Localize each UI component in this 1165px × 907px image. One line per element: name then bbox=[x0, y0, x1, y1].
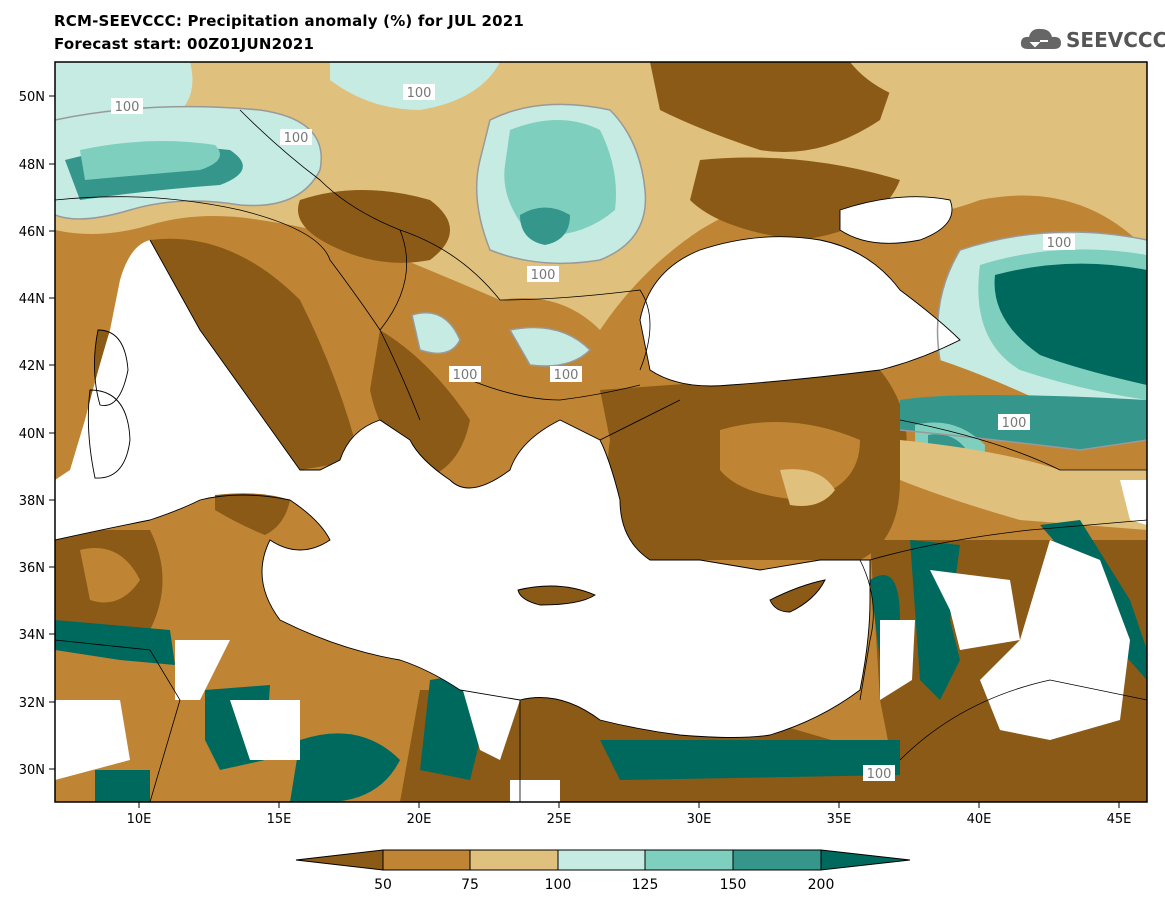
map-frame bbox=[54, 61, 1148, 803]
lat-tick-label: 36N bbox=[19, 561, 45, 576]
lon-tick-label: 20E bbox=[407, 812, 432, 827]
lat-tick-label: 32N bbox=[19, 696, 45, 711]
map-plot-area bbox=[55, 62, 1147, 802]
contour-value-labels: 100 100 100 100 100 100 100 100 100 bbox=[111, 84, 1075, 782]
lon-tick-label: 45E bbox=[1107, 812, 1132, 827]
forecast-start-label: Forecast start: 00Z01JUN2021 bbox=[54, 35, 315, 53]
lon-tick-label: 30E bbox=[687, 812, 712, 827]
colorbar-segment-150-200 bbox=[732, 849, 822, 871]
colorbar-label: 50 bbox=[374, 877, 392, 893]
latitude-axis: 50N 48N 46N 44N 42N 40N 38N 36N 34N 32N … bbox=[19, 90, 55, 778]
colorbar-label: 100 bbox=[545, 877, 572, 893]
lon-tick-label: 35E bbox=[827, 812, 852, 827]
colorbar-label: 200 bbox=[808, 877, 835, 893]
lat-tick-label: 50N bbox=[19, 90, 45, 105]
lon-tick-label: 10E bbox=[127, 812, 152, 827]
lat-tick-label: 38N bbox=[19, 494, 45, 509]
longitude-axis: 10E 15E 20E 25E 30E 35E 40E 45E bbox=[127, 802, 1132, 827]
lat-tick-label: 40N bbox=[19, 427, 45, 442]
contour-label: 100 bbox=[1002, 416, 1027, 431]
logo-text: SEEVCCC bbox=[1066, 28, 1165, 52]
lat-tick-label: 46N bbox=[19, 225, 45, 240]
lat-tick-label: 34N bbox=[19, 628, 45, 643]
lon-tick-label: 40E bbox=[967, 812, 992, 827]
contour-label: 100 bbox=[867, 767, 892, 782]
contour-label: 100 bbox=[554, 368, 579, 383]
cloud-icon bbox=[1020, 28, 1061, 49]
contour-label: 100 bbox=[531, 268, 556, 283]
contour-label: 100 bbox=[284, 131, 309, 146]
lat-tick-label: 44N bbox=[19, 292, 45, 307]
contour-label: 100 bbox=[453, 368, 478, 383]
lon-tick-label: 25E bbox=[547, 812, 572, 827]
colorbar-segment-125-150 bbox=[644, 849, 734, 871]
colorbar-segment-above-200 bbox=[820, 849, 911, 871]
colorbar-segment-below-50 bbox=[295, 849, 384, 871]
colorbar-label: 125 bbox=[632, 877, 659, 893]
contour-label: 100 bbox=[407, 86, 432, 101]
country-borders bbox=[55, 109, 1147, 802]
colorbar-label: 150 bbox=[720, 877, 747, 893]
lat-tick-label: 48N bbox=[19, 158, 45, 173]
contour-label: 100 bbox=[1047, 236, 1072, 251]
coastlines bbox=[55, 196, 961, 738]
lon-tick-label: 15E bbox=[267, 812, 292, 827]
contour-label: 100 bbox=[115, 100, 140, 115]
seevccc-logo: SEEVCCC bbox=[1018, 23, 1165, 55]
lat-tick-label: 42N bbox=[19, 359, 45, 374]
lat-tick-label: 30N bbox=[19, 763, 45, 778]
colorbar-segment-100-125 bbox=[557, 849, 646, 871]
colorbar: 50 75 100 125 150 200 bbox=[295, 849, 911, 893]
map-title: RCM-SEEVCCC: Precipitation anomaly (%) f… bbox=[54, 12, 525, 30]
colorbar-label: 75 bbox=[461, 877, 479, 893]
colorbar-segment-50-75 bbox=[382, 849, 471, 871]
colorbar-segment-75-100 bbox=[469, 849, 559, 871]
